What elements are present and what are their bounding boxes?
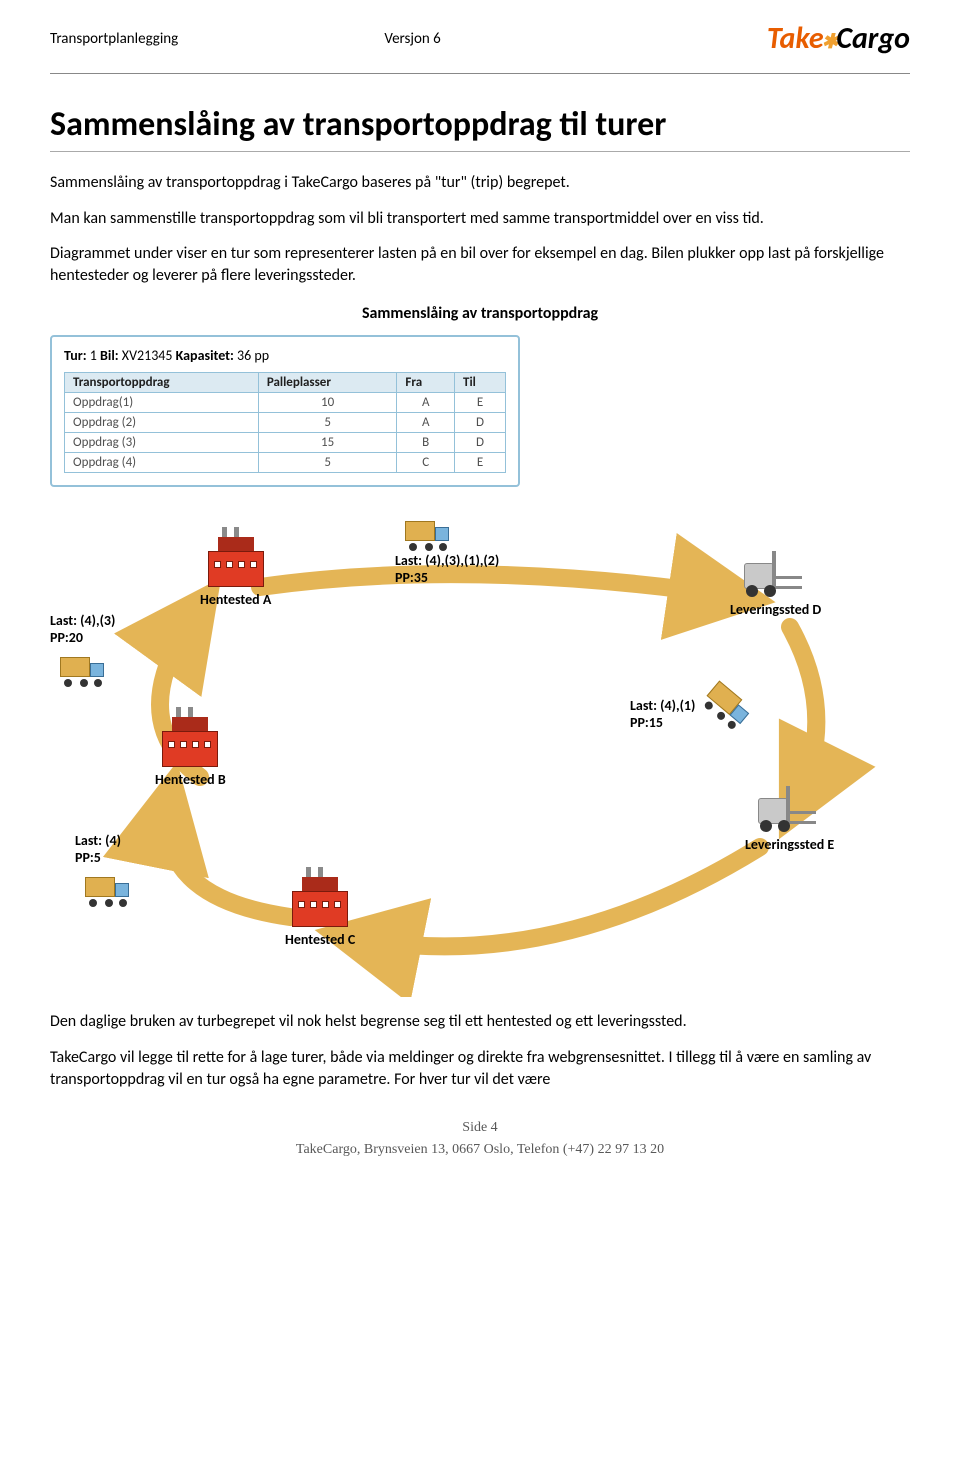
- logo-cargo: Cargo: [836, 20, 910, 57]
- table-cell: 10: [258, 393, 397, 413]
- truck-last: Last: (4): [75, 832, 121, 849]
- table-row: Oppdrag (3)15BD: [65, 433, 506, 453]
- table-row: Oppdrag(1)10AE: [65, 393, 506, 413]
- node-label: Leveringssted D: [730, 601, 821, 618]
- factory-icon: [162, 717, 218, 767]
- node-hentested-b: Hentested B: [155, 717, 226, 788]
- diagram: Sammenslåing av transportoppdrag Tur: 1 …: [50, 304, 910, 997]
- kap-val: 36 pp: [237, 347, 269, 364]
- table-cell: D: [455, 433, 506, 453]
- page-footer: Side 4 TakeCargo, Brynsveien 13, 0667 Os…: [50, 1120, 910, 1158]
- node-hentested-a: Hentested A: [200, 537, 271, 608]
- bil-label: Bil:: [100, 347, 119, 364]
- divider: [50, 73, 910, 74]
- logo-take: Take: [767, 20, 824, 57]
- header-left: Transportplanlegging: [50, 30, 178, 48]
- table-header: Fra: [397, 373, 455, 393]
- header-version: Versjon 6: [384, 30, 440, 48]
- kap-label: Kapasitet:: [176, 347, 234, 364]
- logo: Take ✱ Cargo: [767, 20, 910, 57]
- table-row: Oppdrag (2)5AD: [65, 413, 506, 433]
- node-label: Hentested C: [285, 931, 355, 948]
- trip-box: Tur: 1 Bil: XV21345 Kapasitet: 36 pp Tra…: [50, 335, 520, 487]
- forklift-icon: [758, 782, 822, 832]
- tur-label: Tur:: [64, 347, 87, 364]
- trip-meta: Tur: 1 Bil: XV21345 Kapasitet: 36 pp: [64, 347, 506, 364]
- truck-icon: [701, 681, 754, 732]
- table-cell: A: [397, 413, 455, 433]
- paragraph-1: Sammenslåing av transportoppdrag i TakeC…: [50, 172, 910, 194]
- bil-val: XV21345: [122, 347, 173, 364]
- truck-icon: [60, 657, 106, 685]
- table-cell: B: [397, 433, 455, 453]
- table-cell: Oppdrag (2): [65, 413, 259, 433]
- page-title: Sammenslåing av transportoppdrag til tur…: [50, 104, 910, 145]
- page-number: Side 4: [50, 1120, 910, 1136]
- table-cell: D: [455, 413, 506, 433]
- table-header: Palleplasser: [258, 373, 397, 393]
- footer-org: TakeCargo, Brynsveien 13, 0667 Oslo, Tel…: [50, 1142, 910, 1158]
- table-cell: 5: [258, 413, 397, 433]
- truck-label-3: Last: (4),(1) PP:15: [630, 697, 695, 731]
- truck-label-2: Last: (4),(3),(1),(2) PP:35: [395, 552, 499, 586]
- table-row: Oppdrag (4)5CE: [65, 453, 506, 473]
- truck-last: Last: (4),(3): [50, 612, 115, 629]
- table-cell: E: [455, 393, 506, 413]
- forklift-icon: [744, 547, 808, 597]
- truck-last: Last: (4),(1): [630, 697, 695, 714]
- truck-label-1: Last: (4),(3) PP:20: [50, 612, 115, 646]
- factory-icon: [208, 537, 264, 587]
- table-header: Til: [455, 373, 506, 393]
- table-cell: Oppdrag (4): [65, 453, 259, 473]
- diagram-title: Sammenslåing av transportoppdrag: [50, 304, 910, 323]
- title-underline: [50, 151, 910, 152]
- table-cell: 5: [258, 453, 397, 473]
- truck-pp: PP:5: [75, 849, 121, 866]
- truck-icon: [405, 521, 451, 549]
- table-cell: Oppdrag(1): [65, 393, 259, 413]
- truck-label-4: Last: (4) PP:5: [75, 832, 121, 866]
- node-hentested-c: Hentested C: [285, 877, 355, 948]
- node-label: Hentested B: [155, 771, 226, 788]
- node-leveringssted-e: Leveringssted E: [745, 782, 834, 853]
- paragraph-5: TakeCargo vil legge til rette for å lage…: [50, 1047, 910, 1090]
- page-header: Transportplanlegging Versjon 6 Take ✱ Ca…: [50, 20, 910, 57]
- truck-icon: [85, 877, 131, 905]
- flow-diagram: Hentested A Hentested B Hentested C: [50, 517, 910, 997]
- table-cell: E: [455, 453, 506, 473]
- tur-val: 1: [90, 347, 97, 364]
- table-cell: Oppdrag (3): [65, 433, 259, 453]
- table-cell: 15: [258, 433, 397, 453]
- node-label: Leveringssted E: [745, 836, 834, 853]
- table-header: Transportoppdrag: [65, 373, 259, 393]
- paragraph-2: Man kan sammenstille transportoppdrag so…: [50, 208, 910, 230]
- factory-icon: [292, 877, 348, 927]
- truck-pp: PP:35: [395, 569, 499, 586]
- truck-last: Last: (4),(3),(1),(2): [395, 552, 499, 569]
- truck-pp: PP:20: [50, 629, 115, 646]
- paragraph-3: Diagrammet under viser en tur som repres…: [50, 243, 910, 286]
- table-cell: C: [397, 453, 455, 473]
- trip-table: TransportoppdragPalleplasserFraTil Oppdr…: [64, 372, 506, 473]
- node-leveringssted-d: Leveringssted D: [730, 547, 821, 618]
- table-cell: A: [397, 393, 455, 413]
- node-label: Hentested A: [200, 591, 271, 608]
- truck-pp: PP:15: [630, 714, 695, 731]
- paragraph-4: Den daglige bruken av turbegrepet vil no…: [50, 1011, 910, 1033]
